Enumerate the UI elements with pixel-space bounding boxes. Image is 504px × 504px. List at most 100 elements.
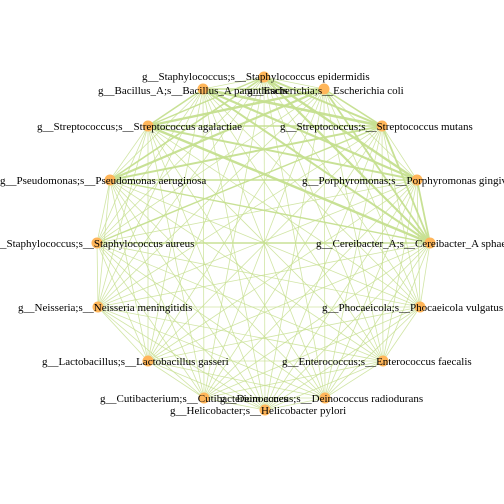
edge-pseudo-lacto [109,179,149,362]
edge-bacillus-porphyro [202,87,418,182]
edge-layer [96,76,431,411]
edge-staph_aur-phocaeicola [96,242,421,308]
edge-entero-helico [264,360,384,411]
edge-staph_epi-pseudo [109,76,265,181]
node-phocaeicola [414,301,426,313]
edge-staph_aur-deino [96,242,326,399]
edge-strep_mut-helico [264,125,383,411]
edge-cereibacter-deino [324,242,431,399]
edge-staph_epi-neisseria [97,76,265,308]
edge-staph_epi-deino [263,76,326,399]
edge-ecoli-helico [264,88,325,411]
node-label-staph_aur: g__Staphylococcus;s__Staphylococcus aure… [0,238,194,250]
edge-staph_epi-strep_aga [147,76,265,127]
edge-bacillus-helico [202,88,266,411]
node-label-lacto: g__Lactobacillus;s__Lactobacillus gasser… [42,356,229,368]
edge-strep_aga-cereibacter [147,124,431,245]
edge-lacto-helico [147,360,266,411]
edge-porphyro-entero [382,179,418,362]
edge-pseudo-cuti [109,179,205,399]
edge-strep_aga-phocaeicola [147,125,421,308]
edge-strep_aga-deino [147,125,326,399]
edge-staph_epi-porphyro [263,76,418,181]
node-pseudo [104,174,116,186]
edge-lacto-cuti [147,360,205,399]
edge-pseudo-cereibacter [109,179,431,244]
node-neisseria [92,301,104,313]
edge-phocaeicola-deino [324,306,421,399]
edge-strep_aga-pseudo [109,125,149,181]
edge-ecoli-pseudo [109,87,325,182]
node-helico [259,404,271,416]
node-layer [91,71,436,416]
edge-neisseria-entero [97,306,384,362]
edge-bacillus-staph_aur [96,88,204,244]
edge-bacillus-strep_mut [202,87,383,128]
edge-cereibacter-helico [264,242,431,411]
edge-staph_aur-neisseria [96,242,99,308]
edge-bacillus-strep_aga [147,88,204,127]
node-cuti [198,392,210,404]
edge-phocaeicola-lacto [147,306,421,362]
edge-cereibacter-lacto [147,242,431,362]
edge-porphyro-lacto [147,179,418,362]
edge-staph_aur-entero [96,242,384,362]
edge-ecoli-porphyro [323,88,418,181]
node-ecoli [318,83,330,95]
edge-neisseria-lacto [97,306,149,362]
edge-staph_epi-phocaeicola [263,76,421,308]
node-label-cuti: g__Cutibacterium;s__Cutibacterium acnes [100,393,288,405]
edge-staph_aur-cuti [96,242,205,399]
node-label-neisseria: g__Neisseria;s__Neisseria meningitidis [18,302,192,314]
edge-strep_mut-neisseria [97,125,383,308]
edge-pseudo-helico [109,179,266,411]
edge-strep_aga-helico [147,125,266,411]
node-staph_epi [258,71,270,83]
edge-ecoli-strep_aga [147,87,325,128]
edge-deino-helico [264,397,326,411]
node-cereibacter [424,237,436,249]
edge-staph_aur-helico [96,242,266,411]
node-bacillus [197,83,209,95]
node-label-bacillus: g__Bacillus_A;s__Bacillus_A paranthracis [98,85,288,97]
node-label-deino: g__Deinococcus;s__Deinococcus radioduran… [220,393,423,405]
edge-staph_epi-bacillus [202,76,265,90]
node-label-cereibacter: g__Cereibacter_A;s__Cereibacter_A sphaer… [316,238,504,250]
edge-porphyro-helico [264,179,418,411]
edge-strep_mut-porphyro [381,125,418,181]
edge-staph_epi-strep_mut [263,76,383,127]
edge-ecoli-entero [323,88,384,362]
node-label-ecoli: g__Escherichia;s__Escherichia coli [247,85,404,97]
edge-porphyro-staph_aur [96,179,418,244]
edge-ecoli-lacto [147,88,325,362]
edge-staph_epi-staph_aur [96,76,265,244]
node-lacto [142,355,154,367]
edge-neisseria-deino [97,306,326,399]
edge-strep_mut-staph_aur [96,125,383,244]
edge-entero-deino [324,360,384,399]
edge-pseudo-entero [109,179,384,362]
label-layer: g__Staphylococcus;s__Staphylococcus epid… [0,71,504,417]
edge-lacto-deino [147,360,326,399]
edge-phocaeicola-helico [264,306,421,411]
node-label-strep_mut: g__Streptococcus;s__Streptococcus mutans [280,121,473,133]
node-label-phocaeicola: g__Phocaeicola;s__Phocaeicola vulgatus [322,302,503,314]
node-label-helico: g__Helicobacter;s__Helicobacter pylori [170,405,346,417]
edge-neisseria-helico [97,306,266,411]
edge-ecoli-cereibacter [323,88,431,244]
edge-strep_aga-neisseria [97,125,149,308]
edge-phocaeicola-cuti [203,306,421,399]
edge-cereibacter-cuti [203,242,431,399]
node-label-pseudo: g__Pseudomonas;s__Pseudomonas aeruginosa [0,175,206,187]
edge-cuti-helico [203,397,266,411]
edge-porphyro-cuti [203,179,418,399]
node-strep_aga [142,120,154,132]
node-label-porphyro: g__Porphyromonas;s__Porphyromonas gingiv… [302,175,504,187]
edge-cereibacter-entero [382,242,431,362]
edge-phocaeicola-entero [382,306,421,362]
node-staph_aur [91,237,103,249]
edge-neisseria-cuti [97,306,205,399]
edge-strep_mut-cuti [203,125,383,399]
edge-pseudo-staph_aur [96,179,111,244]
